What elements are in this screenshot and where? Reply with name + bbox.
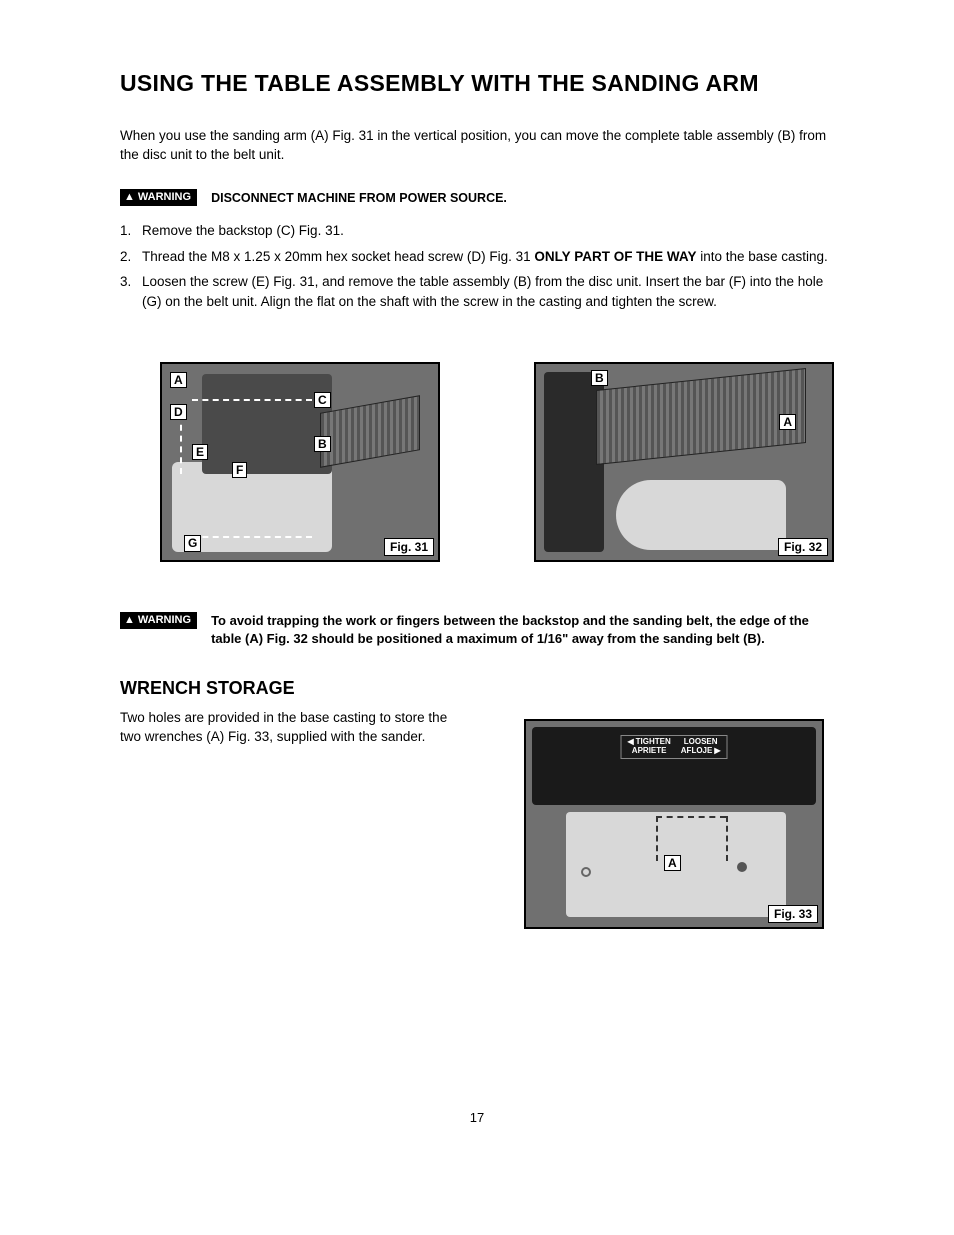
tighten-loosen-label: TIGHTENAPRIETE LOOSENAFLOJE	[621, 735, 728, 759]
figure-31: A C D E B F G Fig. 31	[160, 362, 440, 562]
figures-row: A C D E B F G Fig. 31 B A Fig. 32	[160, 362, 834, 562]
warning-badge-text-2: WARNING	[138, 614, 191, 627]
warning-1: ▲ WARNING DISCONNECT MACHINE FROM POWER …	[120, 189, 834, 208]
warning-badge-icon-2: ▲ WARNING	[120, 612, 197, 629]
callout-a3: A	[664, 855, 681, 871]
step-2b-bold: ONLY PART OF THE WAY	[534, 249, 696, 264]
callout-b2: B	[591, 370, 608, 386]
callout-a2: A	[779, 414, 796, 430]
callout-d: D	[170, 404, 187, 420]
intro-paragraph: When you use the sanding arm (A) Fig. 31…	[120, 127, 834, 165]
warning-2-text: To avoid trapping the work or fingers be…	[211, 612, 834, 648]
wrench-section: Two holes are provided in the base casti…	[120, 709, 834, 929]
callout-b: B	[314, 436, 331, 452]
wrench-paragraph: Two holes are provided in the base casti…	[120, 709, 460, 747]
warning-1-text: DISCONNECT MACHINE FROM POWER SOURCE.	[211, 189, 507, 208]
step-2a: Thread the M8 x 1.25 x 20mm hex socket h…	[142, 249, 534, 264]
fig32-label: Fig. 32	[778, 538, 828, 556]
wrench-storage-title: WRENCH STORAGE	[120, 678, 834, 699]
warning-badge-text: WARNING	[138, 191, 191, 204]
steps-list: Remove the backstop (C) Fig. 31. Thread …	[120, 221, 834, 311]
tighten-text: TIGHTEN	[636, 737, 671, 746]
step-2c: into the base casting.	[696, 249, 827, 264]
callout-c: C	[314, 392, 331, 408]
warning-2: ▲ WARNING To avoid trapping the work or …	[120, 612, 834, 648]
step-3: Loosen the screw (E) Fig. 31, and remove…	[120, 272, 834, 311]
fig33-label: Fig. 33	[768, 905, 818, 923]
warning-badge-icon: ▲ WARNING	[120, 189, 197, 206]
step-1: Remove the backstop (C) Fig. 31.	[120, 221, 834, 241]
step-2: Thread the M8 x 1.25 x 20mm hex socket h…	[120, 247, 834, 267]
callout-f: F	[232, 462, 247, 478]
afloje-text: AFLOJE	[681, 746, 713, 755]
alert-triangle-icon: ▲	[124, 191, 135, 204]
figure-33: TIGHTENAPRIETE LOOSENAFLOJE A Fig. 33	[524, 719, 824, 929]
callout-a: A	[170, 372, 187, 388]
fig31-label: Fig. 31	[384, 538, 434, 556]
figure-32: B A Fig. 32	[534, 362, 834, 562]
loosen-text: LOOSEN	[684, 737, 718, 746]
alert-triangle-icon-2: ▲	[124, 614, 135, 627]
callout-e: E	[192, 444, 208, 460]
callout-g: G	[184, 535, 201, 551]
page-title: USING THE TABLE ASSEMBLY WITH THE SANDIN…	[120, 70, 834, 97]
apriete-text: APRIETE	[632, 746, 667, 755]
page-number: 17	[0, 1110, 954, 1125]
